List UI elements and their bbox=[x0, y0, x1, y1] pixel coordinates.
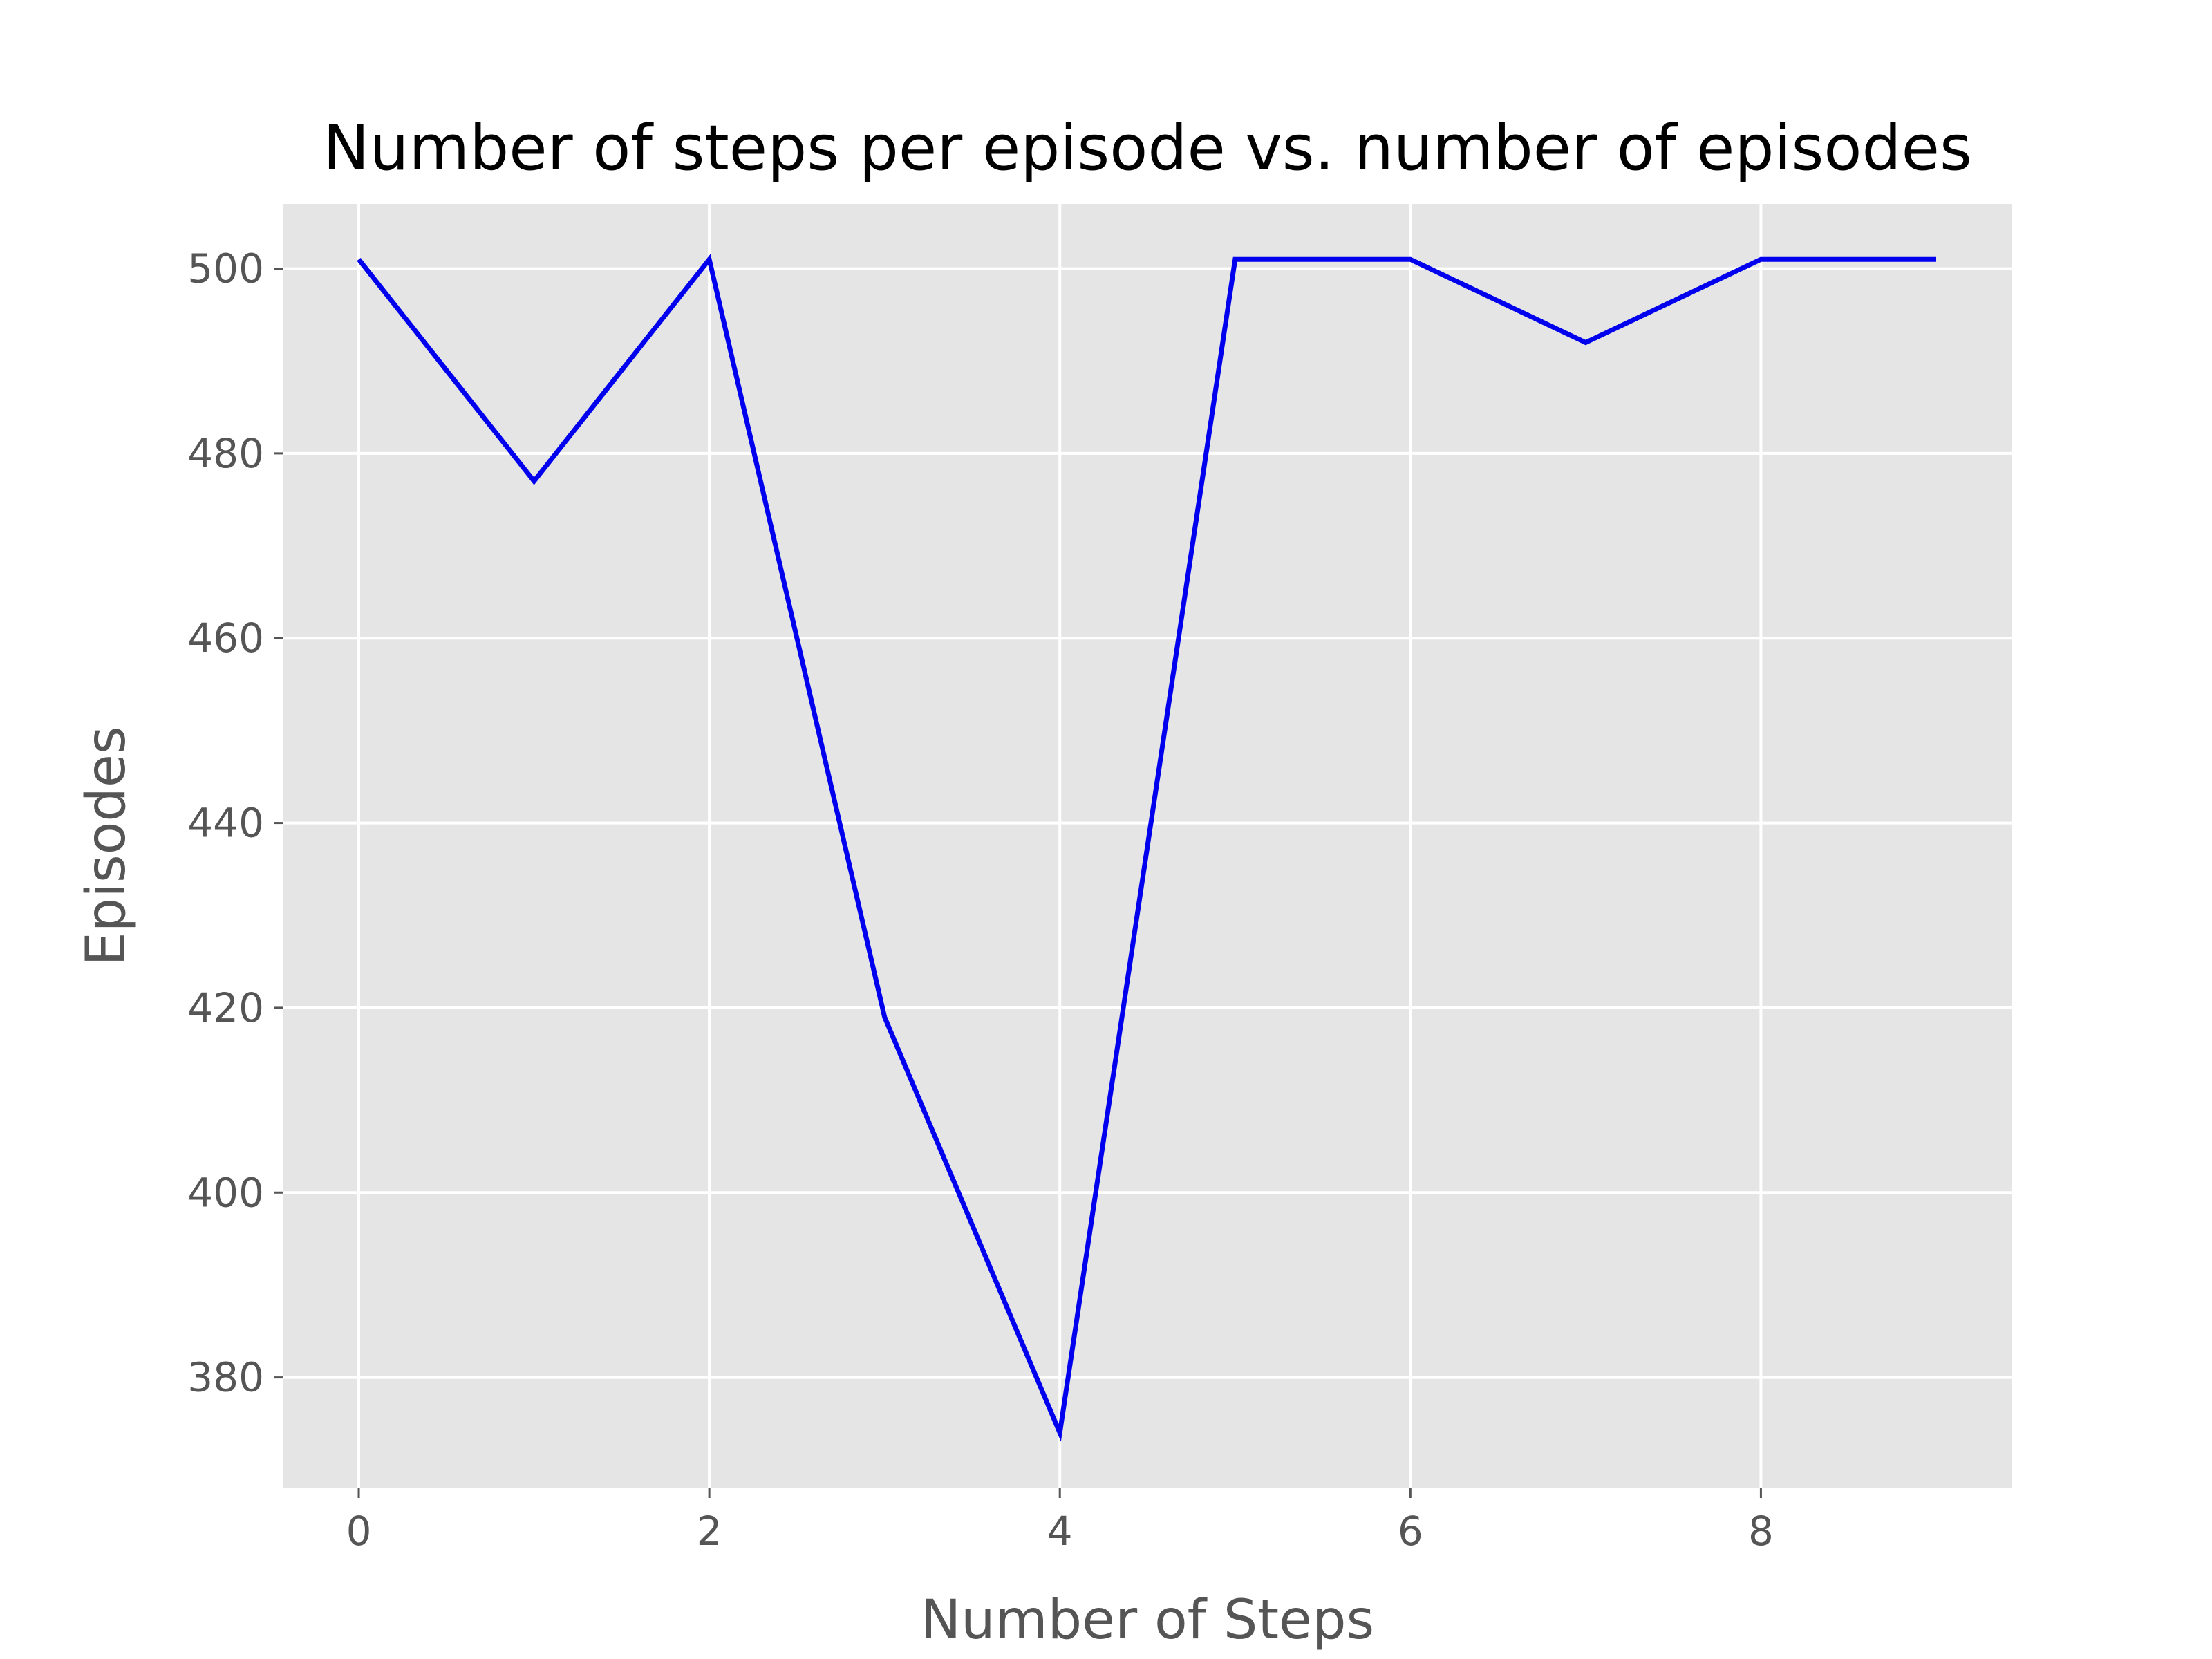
series bbox=[357, 254, 1936, 1442]
grid bbox=[283, 204, 2012, 1488]
y-tick-label: 460 bbox=[187, 615, 264, 662]
x-tick-label: 6 bbox=[1398, 1508, 1423, 1555]
x-tick-label: 8 bbox=[1748, 1508, 1774, 1555]
y-tick-label: 440 bbox=[187, 800, 264, 847]
ticks: 0 2 4 6 8 380 400 420 440 460 480 500 bbox=[187, 245, 1774, 1555]
y-tick-label: 400 bbox=[187, 1169, 264, 1216]
y-tick-label: 380 bbox=[187, 1354, 264, 1401]
chart-title: Number of steps per episode vs. number o… bbox=[323, 112, 1972, 185]
x-tick-label: 0 bbox=[346, 1508, 372, 1555]
y-axis-label: Episodes bbox=[75, 727, 138, 966]
x-tick-label: 4 bbox=[1047, 1508, 1073, 1555]
y-tick-label: 480 bbox=[187, 430, 264, 477]
x-tick-label: 2 bbox=[697, 1508, 722, 1555]
series-line bbox=[357, 254, 1936, 1442]
y-tick-label: 500 bbox=[187, 245, 264, 292]
x-axis-label: Number of Steps bbox=[921, 1589, 1374, 1651]
y-tick-label: 420 bbox=[187, 984, 264, 1031]
